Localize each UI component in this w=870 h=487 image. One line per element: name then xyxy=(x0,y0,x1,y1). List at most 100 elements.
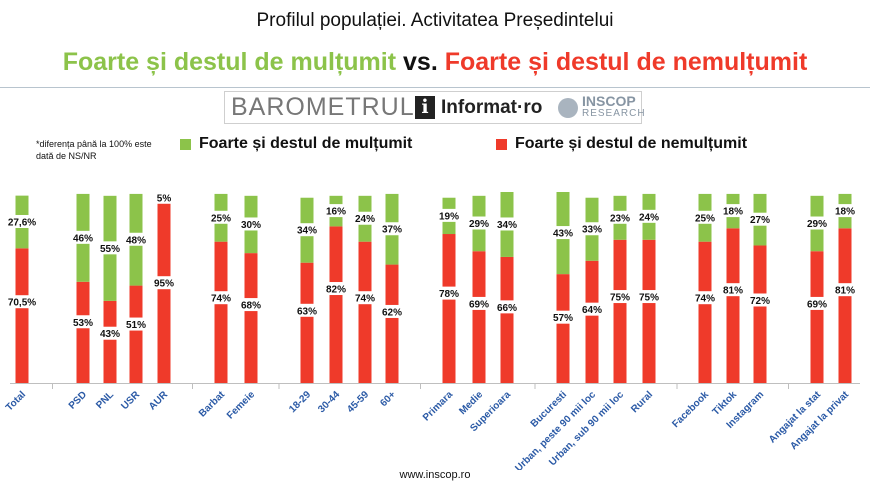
category-tick-label: PNL xyxy=(94,389,116,411)
data-label-satisfied: 5% xyxy=(157,193,172,204)
data-label-dissatisfied-bg xyxy=(437,286,461,300)
data-label-dissatisfied: 74% xyxy=(211,294,231,305)
data-label-dissatisfied-bg xyxy=(833,283,857,297)
data-label-dissatisfied: 81% xyxy=(723,286,743,297)
category-tick-label: Facebook xyxy=(670,389,711,430)
data-label-satisfied-bg xyxy=(380,222,404,236)
data-label-dissatisfied: 95% xyxy=(154,279,174,290)
data-label-dissatisfied-bg xyxy=(721,283,745,297)
bar-dissatisfied xyxy=(472,251,486,383)
data-label-dissatisfied: 75% xyxy=(639,293,659,304)
data-label-satisfied-bg xyxy=(155,190,173,204)
data-label-satisfied-bg xyxy=(805,216,829,230)
data-label-satisfied-bg xyxy=(748,212,772,226)
data-label-satisfied-bg xyxy=(353,211,377,225)
data-label-dissatisfied: 63% xyxy=(297,306,317,317)
data-label-satisfied: 25% xyxy=(211,213,231,224)
data-label-dissatisfied-bg xyxy=(637,290,661,304)
data-label-satisfied: 24% xyxy=(639,212,659,223)
data-label-satisfied: 37% xyxy=(382,225,402,236)
data-label-satisfied-bg xyxy=(295,223,319,237)
legend-label-dissatisfied: Foarte și destul de nemulțumit xyxy=(515,135,748,152)
headline-vs: vs. xyxy=(403,48,438,76)
bar-dissatisfied xyxy=(442,234,456,383)
data-label-satisfied: 33% xyxy=(582,225,602,236)
data-label-dissatisfied: 74% xyxy=(355,294,375,305)
data-label-dissatisfied-bg xyxy=(580,302,604,316)
data-label-dissatisfied-bg xyxy=(4,295,40,309)
data-label-satisfied-bg xyxy=(467,216,491,230)
bar-dissatisfied xyxy=(300,262,314,383)
footer-url: www.inscop.ro xyxy=(399,469,471,481)
bar-dissatisfied xyxy=(157,201,171,383)
inscop-globe-icon xyxy=(558,98,578,118)
bar-dissatisfied xyxy=(698,241,712,383)
data-label-satisfied: 46% xyxy=(73,233,93,244)
data-label-dissatisfied: 78% xyxy=(439,289,459,300)
data-label-dissatisfied-bg xyxy=(380,304,404,318)
data-label-dissatisfied: 64% xyxy=(582,305,602,316)
sponsor-banner: BAROMETRUL i Informat·ro INSCOP RESEARCH xyxy=(224,91,645,124)
bar-dissatisfied xyxy=(244,253,258,383)
data-label-satisfied-bg xyxy=(721,204,745,218)
data-label-satisfied-bg xyxy=(209,210,233,224)
data-label-dissatisfied-bg xyxy=(239,298,263,312)
legend-dissatisfied: Foarte și destul de nemulțumit xyxy=(496,135,747,153)
bar-dissatisfied xyxy=(810,251,824,383)
category-tick-label: 18-29 xyxy=(287,389,313,415)
data-label-satisfied-bg xyxy=(239,217,263,231)
bar-dissatisfied xyxy=(613,239,627,383)
data-label-dissatisfied: 62% xyxy=(382,307,402,318)
category-tick-label: 45-59 xyxy=(345,389,371,415)
data-label-dissatisfied: 82% xyxy=(326,285,346,296)
data-label-satisfied: 34% xyxy=(497,220,517,231)
data-label-satisfied-bg xyxy=(833,204,857,218)
bar-dissatisfied xyxy=(726,228,740,383)
data-label-satisfied: 34% xyxy=(297,226,317,237)
page-title: Profilul populației. Activitatea Președi… xyxy=(256,10,614,31)
bar-dissatisfied xyxy=(753,245,767,383)
data-label-satisfied-bg xyxy=(4,214,40,228)
header-divider xyxy=(0,87,870,88)
category-tick-label: 30-44 xyxy=(316,389,342,415)
data-label-satisfied: 25% xyxy=(695,213,715,224)
data-label-dissatisfied-bg xyxy=(551,310,575,324)
bar-dissatisfied xyxy=(329,226,343,383)
bar-dissatisfied xyxy=(642,239,656,383)
category-tick-label: Total xyxy=(4,389,28,413)
category-tick-label: Femeie xyxy=(225,389,257,421)
data-label-dissatisfied-bg xyxy=(353,291,377,305)
data-label-satisfied: 23% xyxy=(610,213,630,224)
legend-swatch-red xyxy=(496,138,507,150)
category-tick-label: Primara xyxy=(421,389,455,423)
bar-dissatisfied xyxy=(103,300,117,383)
data-label-satisfied-bg xyxy=(71,230,95,244)
data-label-satisfied: 29% xyxy=(807,219,827,230)
data-label-dissatisfied-bg xyxy=(467,296,491,310)
data-label-satisfied: 30% xyxy=(241,220,261,231)
data-label-satisfied: 29% xyxy=(469,219,489,230)
bar-dissatisfied xyxy=(358,241,372,383)
data-label-satisfied: 27,6% xyxy=(8,217,36,228)
data-label-dissatisfied: 68% xyxy=(241,301,261,312)
legend-swatch-green xyxy=(180,138,191,150)
bar-dissatisfied xyxy=(15,248,29,383)
data-label-satisfied: 48% xyxy=(126,235,146,246)
bar-dissatisfied xyxy=(76,281,90,383)
data-label-satisfied: 18% xyxy=(723,207,743,218)
data-label-dissatisfied-bg xyxy=(152,276,176,290)
data-label-satisfied-bg xyxy=(637,209,661,223)
data-label-dissatisfied: 69% xyxy=(469,299,489,310)
data-label-satisfied-bg xyxy=(551,226,575,240)
bar-dissatisfied xyxy=(585,260,599,383)
data-label-dissatisfied-bg xyxy=(71,315,95,329)
data-label-satisfied-bg xyxy=(693,210,717,224)
category-tick-label: PSD xyxy=(67,389,89,411)
data-label-dissatisfied: 74% xyxy=(695,294,715,305)
headline-satisfied: Foarte și destul de mulțumit xyxy=(62,48,397,76)
informat-logo-icon: i xyxy=(415,96,435,119)
data-label-dissatisfied-bg xyxy=(98,326,122,340)
data-label-dissatisfied: 69% xyxy=(807,299,827,310)
data-label-satisfied-bg xyxy=(98,241,122,255)
data-label-dissatisfied: 81% xyxy=(835,286,855,297)
